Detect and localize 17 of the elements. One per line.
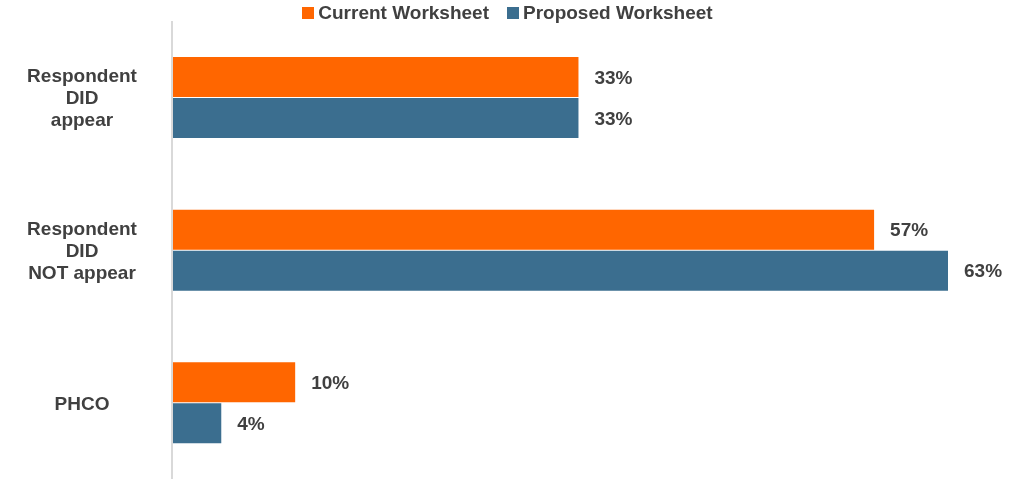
- data-label: 33%: [594, 107, 633, 129]
- legend-label: Current Worksheet: [318, 2, 489, 24]
- data-label: 4%: [237, 412, 265, 434]
- bar: [172, 250, 948, 291]
- data-label: 63%: [964, 260, 1003, 282]
- legend-label: Proposed Worksheet: [522, 2, 713, 24]
- data-label: 33%: [594, 66, 633, 88]
- data-label: 57%: [890, 219, 929, 241]
- bar: [172, 362, 296, 403]
- bar: [172, 403, 222, 444]
- bar: [172, 209, 875, 250]
- bar: [172, 98, 579, 138]
- y-tick-label: Respondent DID NOT appear: [27, 217, 138, 283]
- y-tick-label: PHCO: [54, 392, 110, 414]
- bar: [172, 57, 579, 97]
- data-label: 10%: [311, 371, 350, 393]
- y-tick-label: Respondent DID appear: [27, 64, 138, 130]
